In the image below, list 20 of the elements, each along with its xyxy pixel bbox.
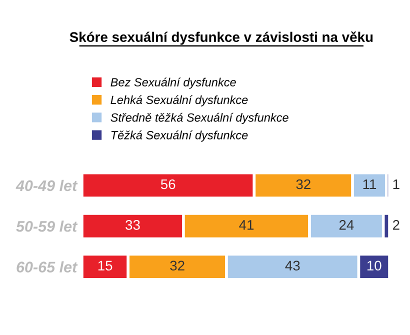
data-label: 32: [170, 260, 184, 271]
legend-label: Těžká Sexuální dysfunkce: [111, 130, 248, 142]
data-label: 24: [339, 220, 354, 230]
data-label: 43: [285, 260, 300, 271]
legend-label: Středně těžká Sexuální dysfunkce: [110, 112, 288, 124]
legend-label: Bez Sexuální dysfunkce: [110, 78, 236, 89]
y-tick-label: 60-65 let: [16, 261, 78, 272]
data-label: 32: [296, 179, 310, 190]
data-label: 33: [126, 220, 140, 230]
chart-title: Skóre sexuální dysfunkce v závislosti na věku: [70, 32, 373, 45]
data-label: 15: [98, 260, 112, 271]
data-label: 2: [392, 220, 400, 230]
legend-label: Lehká Sexuální dysfunkce: [110, 95, 248, 106]
data-label: 11: [363, 179, 376, 190]
data-label: 41: [239, 220, 254, 230]
data-label: 56: [160, 179, 176, 190]
y-tick-label: 50-59 let: [16, 220, 78, 232]
data-label: 1: [393, 179, 400, 190]
data-label: 10: [367, 260, 382, 271]
y-tick-label: 40-49 let: [16, 180, 78, 192]
